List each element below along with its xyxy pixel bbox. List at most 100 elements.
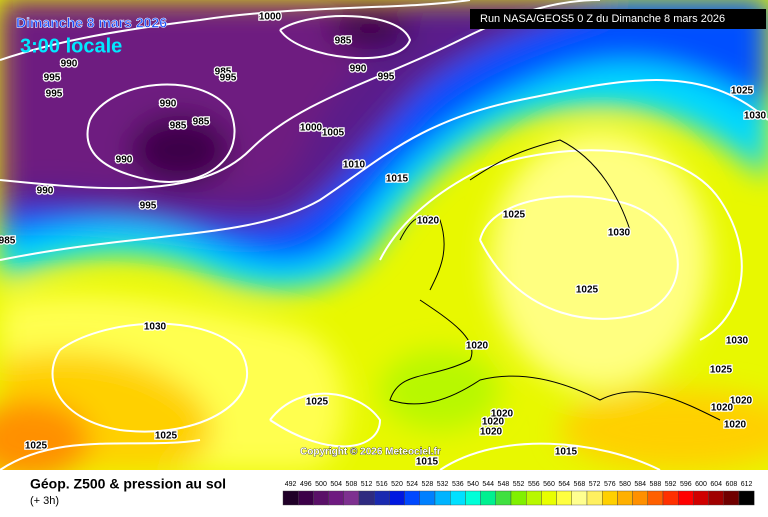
- colorbar-cell: [602, 490, 618, 506]
- isobar-label: 995: [44, 73, 61, 84]
- isobar-label: 995: [46, 89, 63, 100]
- isobar-label: 1005: [322, 128, 345, 139]
- colorbar-cell: [450, 490, 466, 506]
- isobar-label: 1020: [480, 427, 503, 438]
- colorbar-label: 596: [680, 481, 692, 488]
- colorbar-label: 604: [710, 481, 722, 488]
- colorbar-cell: [328, 490, 345, 506]
- colorbar-label: 516: [376, 481, 388, 488]
- colorbar-label: 520: [391, 481, 403, 488]
- colorbar-cell: [662, 490, 679, 506]
- isobar-label: 1025: [155, 431, 178, 442]
- colorbar-label: 532: [437, 481, 449, 488]
- colorbar-cell: [358, 490, 375, 506]
- isobar-label: 1030: [144, 322, 167, 333]
- colorbar-cell: [723, 490, 740, 506]
- isobar-label: 985: [0, 236, 16, 247]
- colorbar-cell: [526, 490, 542, 506]
- colorbar-cell: [647, 490, 664, 506]
- colorbar-label: 540: [467, 481, 479, 488]
- colorbar-cell: [738, 490, 755, 506]
- isobar-label: 1030: [726, 336, 749, 347]
- colorbar-cell: [480, 490, 497, 506]
- colorbar-label: 544: [482, 481, 494, 488]
- colorbar-cell: [495, 490, 512, 506]
- colorbar-cell: [465, 490, 481, 506]
- isobar-label: 1025: [306, 397, 329, 408]
- isobar-label: 990: [116, 155, 133, 166]
- colorbar-label: 492: [285, 481, 297, 488]
- colorbar-label: 524: [406, 481, 418, 488]
- isobar-label: 1015: [416, 457, 439, 468]
- isobar-label: 1025: [25, 441, 48, 452]
- colorbar-cell: [374, 490, 390, 506]
- isobar-label: 1020: [466, 341, 489, 352]
- colorbar-cell: [510, 490, 527, 506]
- colorbar-label: 584: [634, 481, 646, 488]
- colorbar-cell: [541, 490, 557, 506]
- legend-title: Géop. Z500 & pression au sol: [30, 476, 226, 492]
- colorbar-label: 496: [300, 481, 312, 488]
- run-box: [470, 9, 766, 29]
- isobar-label: 1000: [300, 123, 323, 134]
- isobar-label: 1025: [576, 285, 599, 296]
- colorbar-label: 600: [695, 481, 707, 488]
- isobar-label: 1020: [491, 409, 514, 420]
- colorbar-cell: [678, 490, 694, 506]
- isobar-label: 1020: [482, 417, 505, 428]
- isobar-label: 1025: [731, 86, 754, 97]
- colorbar-label: 568: [574, 481, 586, 488]
- colorbar-label: 504: [330, 481, 342, 488]
- copyright: Copyright © 2026 Meteociel.fr: [300, 447, 441, 458]
- isobar-label: 995: [220, 73, 237, 84]
- colorbar-cell: [632, 490, 648, 506]
- isobar-label: 985: [170, 121, 187, 132]
- colorbar-label: 580: [619, 481, 631, 488]
- isobar-label: 990: [37, 186, 54, 197]
- colorbar-cell: [404, 490, 421, 506]
- isobar-label: 1000: [259, 12, 282, 23]
- isobar-label: 1015: [386, 174, 409, 185]
- isobar-label: 1020: [724, 420, 747, 431]
- isobar-label: 1020: [417, 216, 440, 227]
- isobar-label: 1020: [730, 396, 753, 407]
- colorbar-cell: [419, 490, 436, 506]
- isobar-label: 1030: [744, 111, 767, 122]
- colorbar-label: 592: [665, 481, 677, 488]
- isobars: [0, 0, 768, 448]
- isobar-label: 1025: [503, 210, 526, 221]
- colorbar-label: 508: [346, 481, 358, 488]
- isobar-label: 1025: [710, 365, 733, 376]
- colorbar-cell: [343, 490, 360, 506]
- isobar-label: 985: [193, 117, 210, 128]
- colorbar-label: 500: [315, 481, 327, 488]
- isobar-label: 985: [335, 36, 352, 47]
- colorbar-cell: [313, 490, 329, 506]
- colorbar-label: 608: [726, 481, 738, 488]
- colorbar-label: 588: [650, 481, 662, 488]
- colorbar-label: 536: [452, 481, 464, 488]
- run: Run NASA/GEOS5 0 Z du Dimanche 8 mars 20…: [480, 13, 725, 25]
- time: 3:00 locale: [20, 35, 122, 57]
- colorbar-label: 560: [543, 481, 555, 488]
- isobar-label: 995: [140, 201, 157, 212]
- colorbar-cell: [556, 490, 572, 506]
- date: Dimanche 8 mars 2026: [16, 15, 167, 31]
- colorbar-cell: [586, 490, 603, 506]
- colorbar-cell: [708, 490, 724, 506]
- coastlines: [389, 139, 721, 421]
- colorbar-cell: [571, 490, 588, 506]
- colorbar-label: 564: [558, 481, 570, 488]
- colorbar-label: 556: [528, 481, 540, 488]
- colorbar-label: 552: [513, 481, 525, 488]
- isobar-label: 1030: [608, 228, 631, 239]
- colorbar-label: 572: [589, 481, 601, 488]
- isobar-label: 990: [61, 59, 78, 70]
- isobar-label: 985: [215, 67, 232, 78]
- legend-subtitle: (+ 3h): [30, 495, 59, 507]
- isobar-label: 995: [378, 72, 395, 83]
- isobar-label: 990: [350, 64, 367, 75]
